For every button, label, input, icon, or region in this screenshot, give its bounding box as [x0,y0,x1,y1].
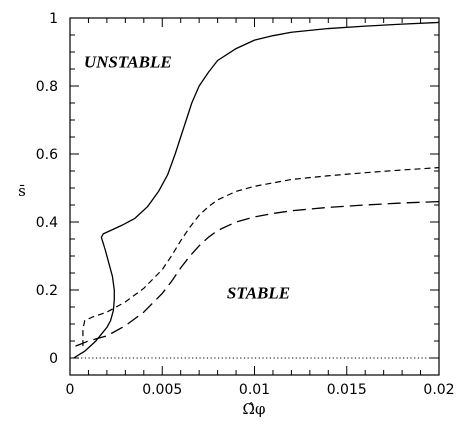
y-tick-label: 1 [49,11,58,27]
x-tick-label: 0.005 [142,382,182,398]
annotation-stable: STABLE [227,284,290,303]
x-tick-label: 0 [66,382,75,398]
series-line-dashed [82,167,440,347]
annotation-unstable: UNSTABLE [84,52,172,71]
axis-ticks [69,17,440,375]
series-line-solid [73,21,440,359]
y-tick-label: 0.2 [36,283,58,299]
series-line-long-dashed [75,200,440,347]
series-lines [70,21,440,359]
y-tick-label: 0.8 [36,79,58,95]
y-axis-label: s̄ [18,182,26,200]
x-tick-label: 0.01 [239,382,270,398]
y-tick-label: 0.6 [36,147,58,163]
y-tick-label: 0 [49,351,58,367]
y-tick-label: 0.4 [36,215,58,231]
x-tick-label: 0.015 [327,382,367,398]
x-axis-label: Ω̂φ [243,400,266,418]
plot-frame [69,17,440,376]
tick-labels: 0 0.005 0.01 0.015 0.02 0 0.2 0.4 0.6 0.8 1 [36,11,455,398]
x-tick-label: 0.02 [423,382,454,398]
